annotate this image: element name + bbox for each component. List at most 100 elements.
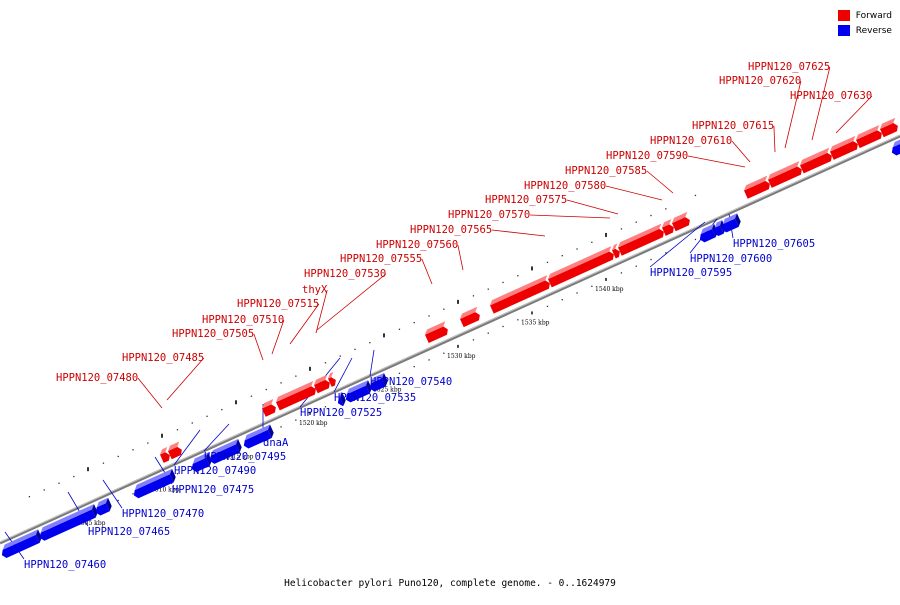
gene-HPPN120_07570[interactable] — [610, 243, 622, 259]
gene-top — [612, 243, 618, 251]
leader-line — [529, 214, 611, 219]
gene-thyX[interactable] — [326, 371, 338, 387]
gene-label[interactable]: HPPN120_07620 — [719, 75, 801, 87]
gene-top — [700, 223, 714, 235]
gene-body — [209, 444, 240, 464]
gene-HPPN120_07475[interactable] — [130, 468, 177, 500]
gene-HPPN120_07530[interactable] — [423, 321, 450, 344]
genes-layer — [0, 117, 900, 559]
gene-HPPN120_07460[interactable] — [0, 529, 43, 559]
legend-label-reverse: Reverse — [855, 25, 892, 36]
gene-HPPN120_07495[interactable] — [206, 438, 243, 465]
gene-HPPN120_07525[interactable] — [334, 391, 347, 407]
minor-tick-lower — [576, 292, 578, 294]
gene-label[interactable]: HPPN120_07580 — [524, 180, 606, 192]
gene-body — [425, 326, 448, 344]
gene-label[interactable]: HPPN120_07590 — [606, 150, 688, 162]
gene-HPPN120_07615[interactable] — [798, 147, 834, 174]
gene-dnaA[interactable] — [240, 424, 275, 450]
gene-HPPN120_07580[interactable] — [660, 219, 676, 236]
minor-tick-upper — [324, 362, 327, 364]
gene-HPPN120_07515[interactable] — [312, 374, 332, 394]
gene-label[interactable]: HPPN120_07480 — [56, 372, 138, 384]
gene-label[interactable]: HPPN120_07600 — [690, 253, 772, 265]
gene-HPPN120_07505[interactable] — [260, 399, 278, 417]
gene-HPPN120_07590[interactable] — [742, 175, 772, 199]
gene-top — [460, 306, 478, 319]
gene-label[interactable]: HPPN120_07615 — [692, 120, 774, 132]
minor-tick-lower — [132, 493, 134, 495]
gene-HPPN120_07620[interactable] — [828, 135, 860, 160]
gene-label[interactable]: HPPN120_07525 — [300, 407, 382, 419]
gene-label[interactable]: HPPN120_07555 — [340, 253, 422, 265]
minor-tick-lower — [502, 325, 504, 328]
gene-HPPN120_07540[interactable] — [366, 372, 389, 393]
gene-label[interactable]: HPPN120_07470 — [122, 508, 204, 520]
gene-label[interactable]: HPPN120_07540 — [370, 376, 452, 388]
leader-line — [315, 289, 328, 334]
gene-HPPN120_07480[interactable] — [158, 446, 172, 463]
gene-HPPN120_07575[interactable] — [616, 223, 666, 256]
gene-label[interactable]: HPPN120_07465 — [88, 526, 170, 538]
minor-tick-upper — [339, 355, 341, 357]
gene-body — [891, 143, 900, 156]
gene-label[interactable]: HPPN120_07515 — [237, 298, 319, 310]
gene-body — [191, 457, 210, 473]
gene-HPPN120_07630[interactable] — [878, 117, 900, 138]
gene-HPPN120_07625[interactable] — [854, 124, 884, 149]
gene-side — [382, 372, 388, 387]
gene-label[interactable]: HPPN120_07605 — [733, 238, 815, 250]
genome-backbone-highlight — [0, 134, 900, 543]
minor-tick-upper — [191, 422, 193, 424]
gene-label[interactable]: HPPN120_07625 — [748, 61, 830, 73]
gene-top — [168, 441, 180, 452]
gene-label[interactable]: HPPN120_07570 — [448, 209, 530, 221]
gene-HPPN120_07610[interactable] — [766, 161, 804, 188]
gene-HPPN120_07465[interactable] — [36, 504, 99, 542]
gene-label[interactable]: HPPN120_07495 — [204, 451, 286, 463]
gene-HPPN120_07485[interactable] — [166, 441, 184, 460]
gene-HPPN120_07585[interactable] — [670, 211, 692, 232]
gene-label[interactable]: HPPN120_07505 — [172, 328, 254, 340]
tick-label: 1515 kbp — [225, 453, 254, 460]
gene-label[interactable]: HPPN120_07510 — [202, 314, 284, 326]
gene-HPPN120_07605[interactable] — [718, 213, 742, 233]
gene-top — [370, 372, 384, 384]
gene-label[interactable]: HPPN120_07535 — [334, 392, 416, 404]
gene-label[interactable]: HPPN120_07490 — [174, 465, 256, 477]
minor-tick-upper — [428, 315, 430, 317]
gene-label[interactable]: HPPN120_07630 — [790, 90, 872, 102]
gene-side — [36, 529, 42, 543]
gene-label[interactable]: HPPN120_07585 — [565, 165, 647, 177]
gene-label[interactable]: HPPN120_07530 — [304, 268, 386, 280]
gene-label[interactable]: HPPN120_07485 — [122, 352, 204, 364]
minor-tick-lower — [176, 473, 179, 475]
gene-side — [205, 452, 212, 467]
gene-label[interactable]: HPPN120_07565 — [410, 224, 492, 236]
gene-HPPN120_07535[interactable] — [342, 380, 373, 403]
minor-tick-upper — [117, 455, 119, 458]
gene-label[interactable]: HPPN120_07595 — [650, 267, 732, 279]
gene-label[interactable]: HPPN120_07610 — [650, 135, 732, 147]
gene-body — [95, 503, 110, 516]
gene-label[interactable]: HPPN120_07460 — [24, 559, 106, 571]
gene-label[interactable]: HPPN120_07575 — [485, 194, 567, 206]
gene-label[interactable]: thyX — [302, 284, 328, 296]
minor-tick-upper — [280, 382, 282, 384]
minor-tick-upper — [576, 248, 578, 250]
gene-HPPN120_07565[interactable] — [546, 246, 616, 288]
leader-line — [271, 319, 285, 355]
gene-HPPN120_07555[interactable] — [458, 306, 482, 328]
gene-HPPN120_07560[interactable] — [488, 275, 552, 314]
gene-HPPN120_07510[interactable] — [274, 380, 318, 411]
gene-HPPN120_07490[interactable] — [188, 452, 213, 474]
minor-tick-upper — [561, 255, 563, 257]
gene-label[interactable]: HPPN120_07475 — [172, 484, 254, 496]
gene-HPPN120_07470[interactable] — [92, 497, 113, 517]
minor-tick-lower — [413, 365, 415, 368]
minor-tick-upper — [295, 375, 297, 377]
gene-label[interactable]: dnaA — [263, 437, 289, 449]
minor-tick-upper — [694, 194, 697, 197]
legend: Forward Reverse — [837, 8, 892, 38]
gene-label[interactable]: HPPN120_07560 — [376, 239, 458, 251]
